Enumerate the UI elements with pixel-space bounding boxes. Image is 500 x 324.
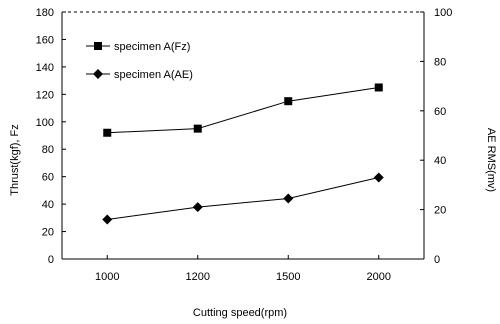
series-fz [103,83,383,137]
left-axis: 0 20 40 60 80 100 120 140 160 180 [36,7,66,266]
left-tick-label: 0 [48,254,54,266]
legend-label: specimen A(AE) [114,69,193,81]
data-point [284,97,293,106]
data-point [193,124,202,133]
right-tick-label: 40 [434,155,446,167]
x-tick-label: 2000 [367,271,391,283]
right-tick-label: 100 [434,7,452,19]
x-axis-title: Cutting speed(rpm) [193,307,287,319]
legend-marker [93,69,103,79]
right-tick-label: 60 [434,106,446,118]
left-tick-label: 20 [42,227,54,239]
data-point [374,83,383,92]
left-tick-label: 80 [42,144,54,156]
left-tick-label: 180 [36,7,54,19]
x-tick-label: 1200 [186,271,210,283]
left-tick-label: 120 [36,89,54,101]
left-tick-label: 60 [42,172,54,184]
right-tick-label: 0 [434,254,440,266]
left-axis-title: Thrust(kgf), Fz [9,124,21,196]
data-point [192,202,203,213]
data-point [283,193,294,204]
x-tick-label: 1000 [95,271,119,283]
left-tick-label: 160 [36,34,54,46]
left-tick-label: 100 [36,117,54,129]
x-tick-label: 1500 [276,271,300,283]
legend: specimen A(Fz) specimen A(AE) [86,41,193,81]
right-axis-title: AE RMS(mv) [485,128,497,192]
right-tick-label: 20 [434,205,446,217]
series-line [107,177,379,220]
right-axis: 0 20 40 60 80 100 [420,7,452,266]
x-axis: 1000 1200 1500 2000 [95,255,391,283]
right-tick-label: 80 [434,56,446,68]
left-tick-label: 40 [42,199,54,211]
data-point [103,128,112,137]
plot-frame [61,11,425,260]
legend-marker [94,42,102,50]
left-tick-label: 140 [36,62,54,74]
data-point [102,214,113,225]
series-ae [102,172,384,225]
series-line [107,86,379,134]
data-point [373,172,384,183]
series-layer [102,83,384,225]
legend-label: specimen A(Fz) [114,41,190,53]
